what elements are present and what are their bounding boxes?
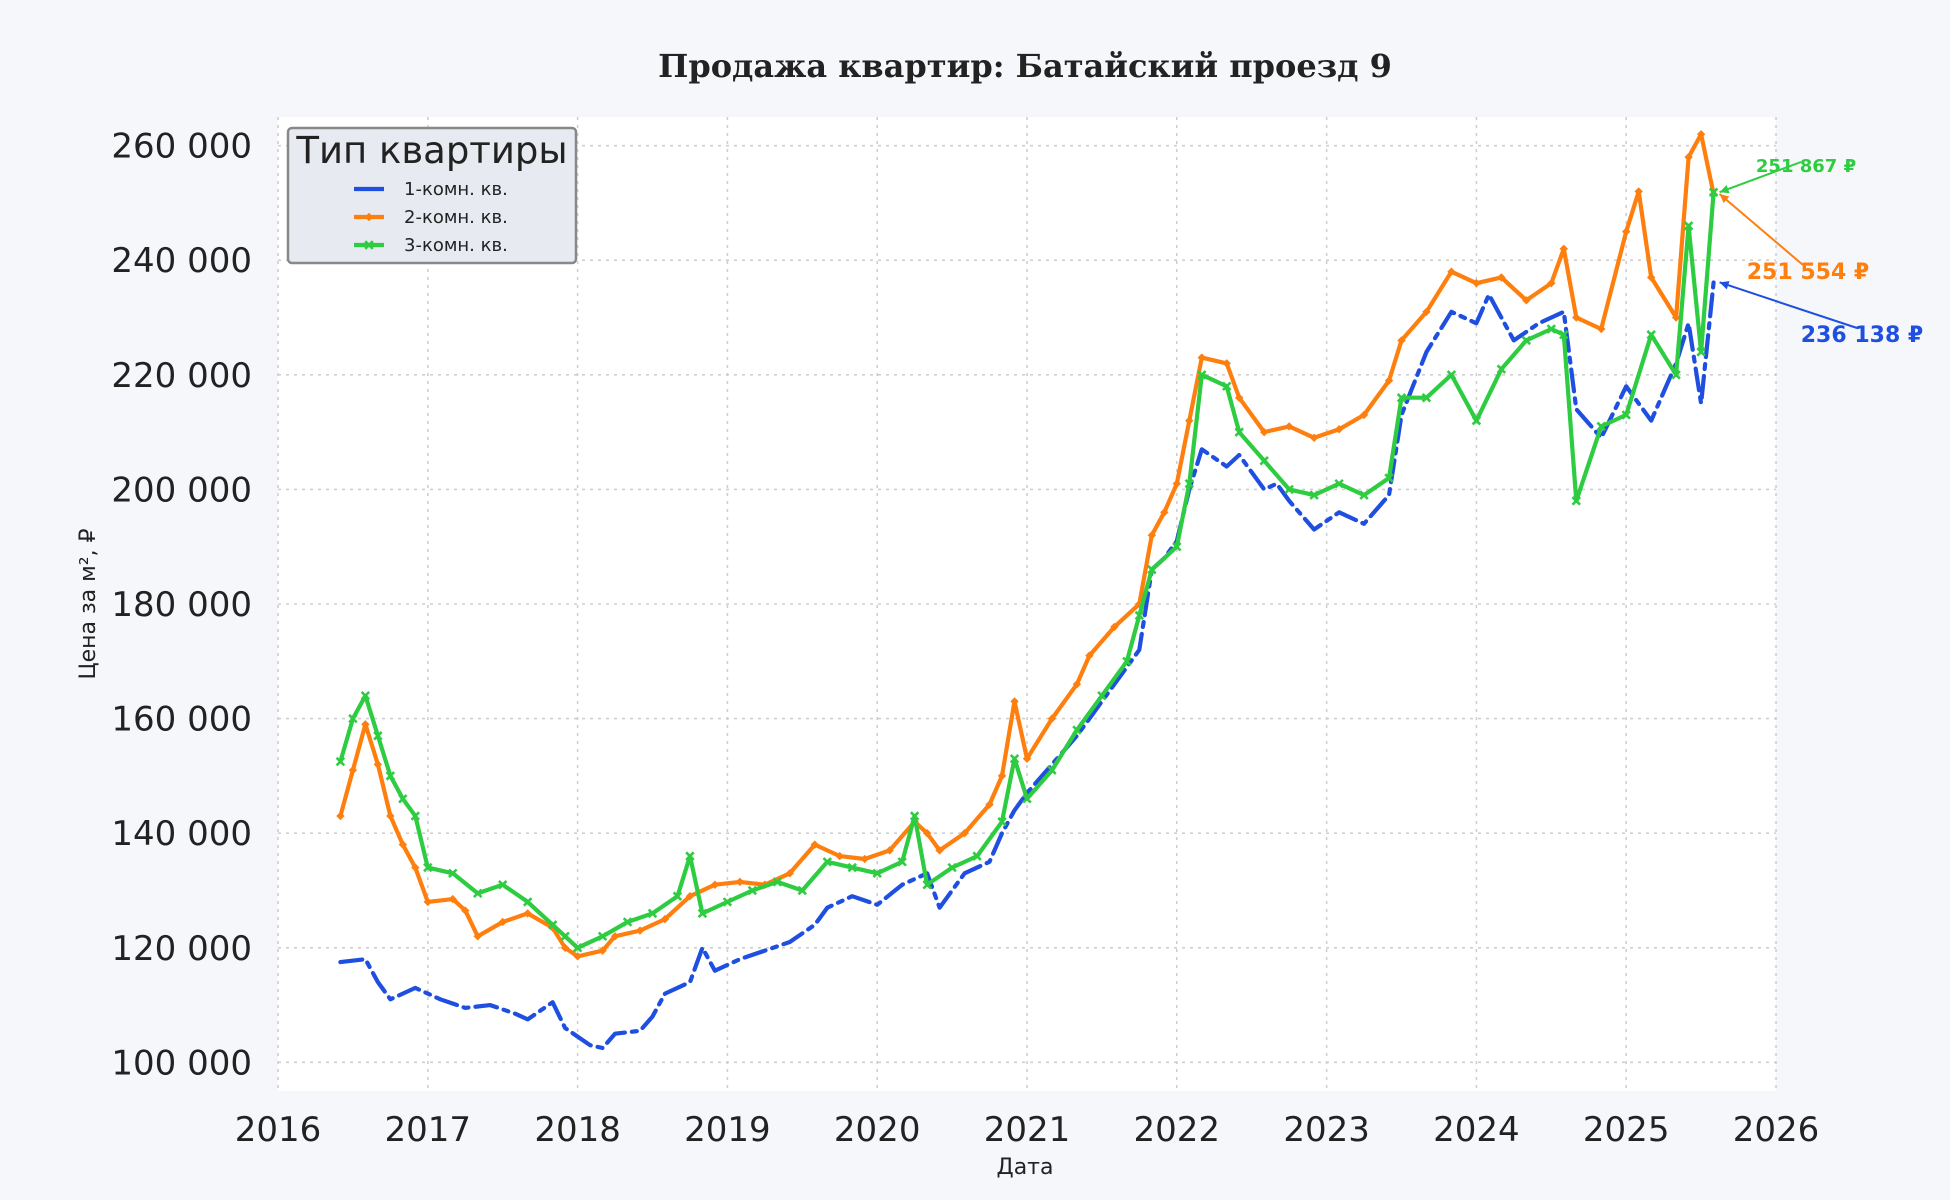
end-label-3: 251 867 ₽	[1756, 156, 1856, 177]
x-tick-label: 2024	[1433, 1110, 1520, 1150]
x-tick-label: 2016	[235, 1110, 322, 1150]
end-label-1: 236 138 ₽	[1801, 323, 1923, 348]
y-axis-label: Цена за м², ₽	[76, 528, 101, 679]
x-axis-label: Дата	[997, 1155, 1054, 1180]
legend-label-2: 2-комн. кв.	[404, 207, 508, 228]
y-tick-label: 120 000	[111, 929, 252, 969]
x-tick-label: 2021	[984, 1110, 1071, 1150]
y-tick-label: 200 000	[111, 470, 252, 510]
y-tick-label: 140 000	[111, 814, 252, 854]
y-axis: 100 000 120 000 140 000 160 000 180 000 200 0…	[111, 127, 252, 1084]
x-tick-label: 2018	[534, 1110, 621, 1150]
y-tick-label: 180 000	[111, 585, 252, 625]
x-tick-label: 2020	[834, 1110, 921, 1150]
x-tick-label: 2017	[385, 1110, 472, 1150]
legend: Тип квартиры 1-комн. кв. 2-комн. кв. 3-ком…	[288, 128, 576, 263]
legend-title: Тип квартиры	[295, 129, 567, 172]
x-tick-label: 2025	[1583, 1110, 1670, 1150]
legend-items: 1-комн. кв. 2-комн. кв. 3-комн. кв.	[354, 179, 508, 256]
x-axis: 2016 2017 2018 2019 2020 2021 2022 2023 2024 2025…	[235, 1110, 1820, 1150]
y-tick-label: 220 000	[111, 356, 252, 396]
legend-label-3: 3-комн. кв.	[404, 235, 508, 256]
x-tick-label: 2019	[684, 1110, 771, 1150]
legend-label-1: 1-комн. кв.	[404, 179, 508, 200]
chart-title: Продажа квартир: Батайский проезд 9	[658, 47, 1392, 85]
x-tick-label: 2023	[1283, 1110, 1370, 1150]
end-label-2: 251 554 ₽	[1747, 260, 1869, 285]
y-tick-label: 260 000	[111, 127, 252, 167]
y-tick-label: 160 000	[111, 700, 252, 740]
y-tick-label: 100 000	[111, 1043, 252, 1083]
y-tick-label: 240 000	[111, 241, 252, 281]
x-tick-label: 2022	[1134, 1110, 1221, 1150]
x-tick-label: 2026	[1733, 1110, 1820, 1150]
